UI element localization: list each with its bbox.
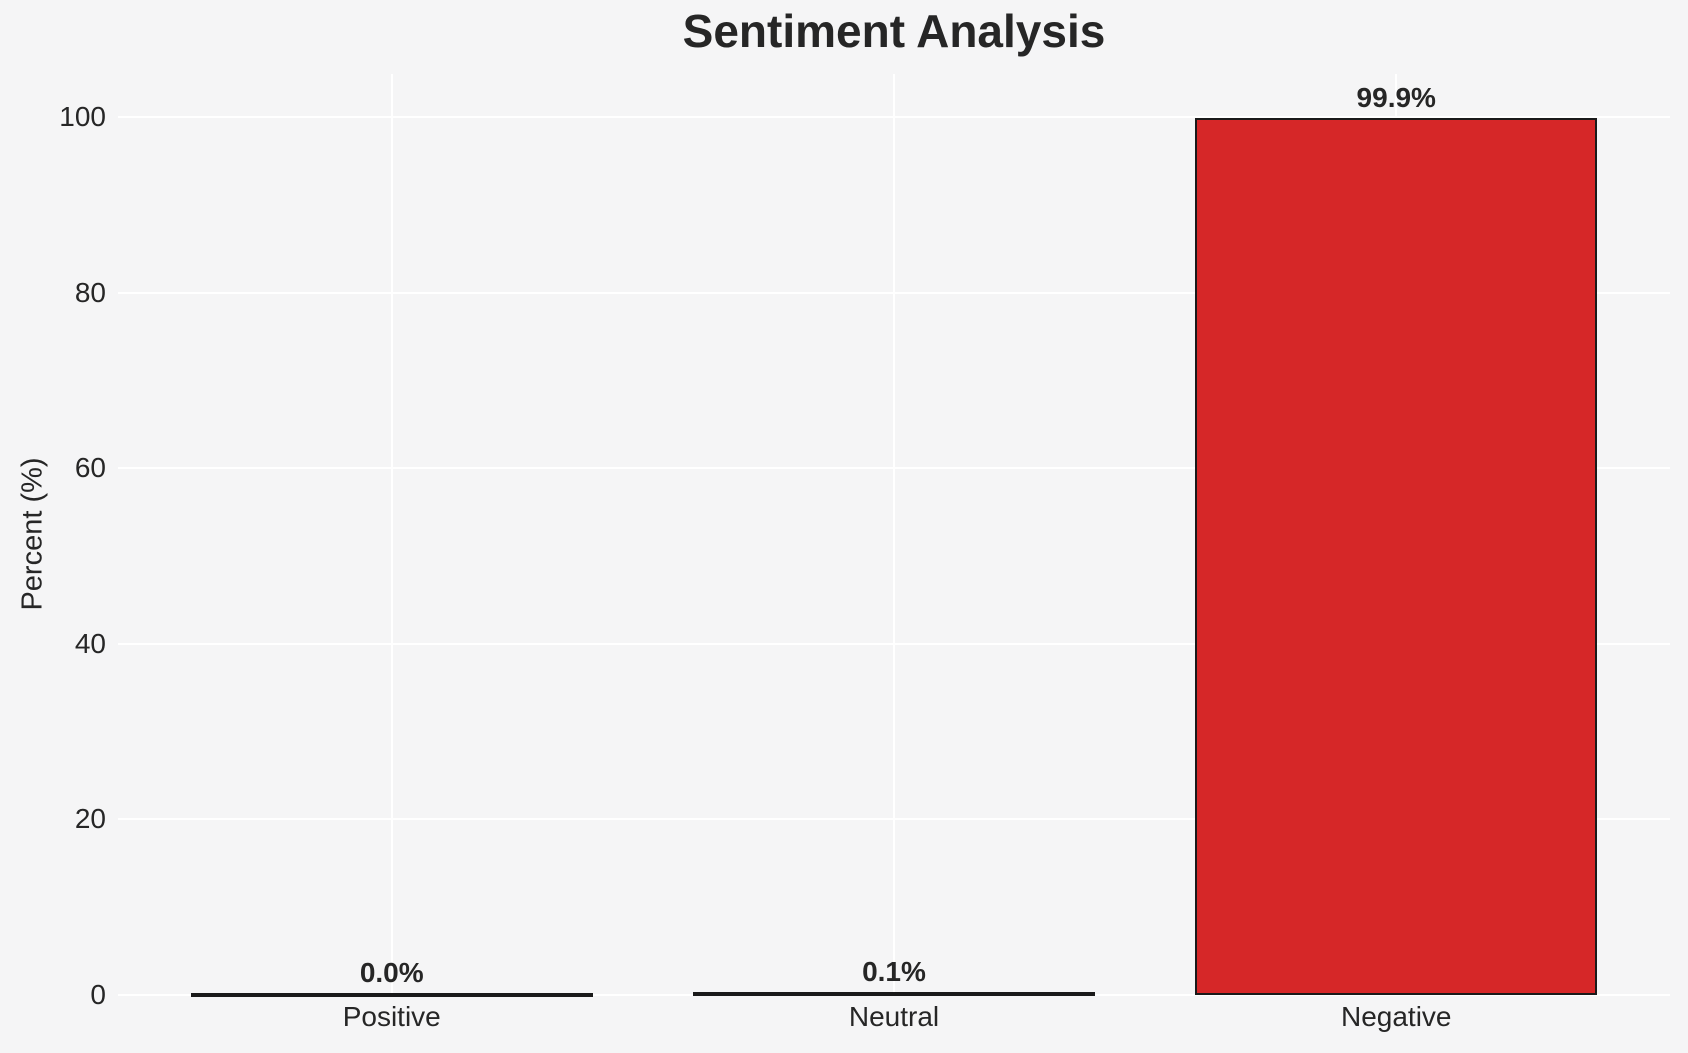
x-gridline (893, 74, 895, 995)
x-tick-label-neutral: Neutral (848, 1001, 940, 1032)
bar-positive (190, 993, 593, 997)
bar-value-label: 99.9% (1356, 81, 1436, 113)
y-tick-label: 100 (59, 101, 106, 133)
bar-negative (1195, 117, 1598, 995)
x-tick-label-positive: Positive (342, 1001, 441, 1032)
chart-title: Sentiment Analysis (682, 5, 1106, 57)
y-tick-label: 20 (74, 803, 106, 835)
y-tick-label: 0 (90, 979, 106, 1010)
x-tick-label-negative: Negative (1340, 1001, 1452, 1032)
bar-value-label: 0.1% (862, 956, 926, 988)
y-tick-label: 60 (74, 452, 106, 484)
bar-value-label: 0.0% (359, 957, 424, 988)
x-gridline (390, 74, 393, 995)
plot-area (118, 74, 1670, 997)
bar-neutral (693, 992, 1095, 997)
y-tick-label: 40 (74, 627, 106, 659)
y-tick-label: 80 (74, 276, 106, 308)
